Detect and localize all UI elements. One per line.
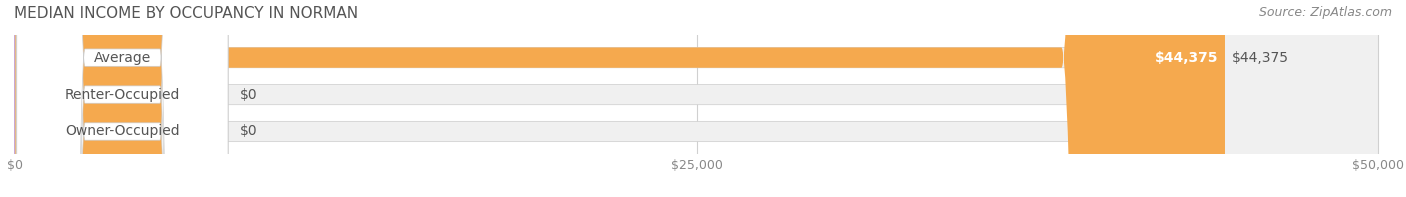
Text: Owner-Occupied: Owner-Occupied (65, 125, 180, 138)
Text: $44,375: $44,375 (1232, 51, 1289, 65)
FancyBboxPatch shape (4, 0, 42, 197)
Text: $44,375: $44,375 (1154, 51, 1218, 65)
FancyBboxPatch shape (15, 0, 1378, 197)
FancyBboxPatch shape (17, 0, 228, 197)
FancyBboxPatch shape (17, 0, 228, 197)
Text: Source: ZipAtlas.com: Source: ZipAtlas.com (1258, 6, 1392, 19)
Text: Renter-Occupied: Renter-Occupied (65, 87, 180, 102)
FancyBboxPatch shape (4, 0, 42, 197)
FancyBboxPatch shape (15, 0, 1225, 197)
Text: MEDIAN INCOME BY OCCUPANCY IN NORMAN: MEDIAN INCOME BY OCCUPANCY IN NORMAN (14, 6, 359, 21)
Text: Average: Average (94, 51, 150, 65)
FancyBboxPatch shape (17, 0, 228, 197)
Text: $0: $0 (240, 125, 257, 138)
FancyBboxPatch shape (15, 0, 1378, 197)
Text: $0: $0 (240, 87, 257, 102)
FancyBboxPatch shape (15, 0, 1378, 197)
